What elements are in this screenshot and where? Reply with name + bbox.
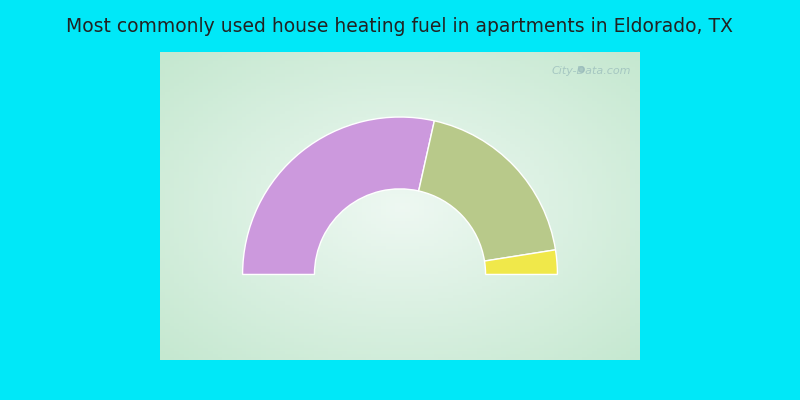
Wedge shape (242, 117, 434, 274)
Text: Most commonly used house heating fuel in apartments in Eldorado, TX: Most commonly used house heating fuel in… (66, 16, 734, 36)
Text: City-Data.com: City-Data.com (551, 66, 631, 76)
Wedge shape (485, 250, 558, 274)
Wedge shape (418, 121, 555, 261)
